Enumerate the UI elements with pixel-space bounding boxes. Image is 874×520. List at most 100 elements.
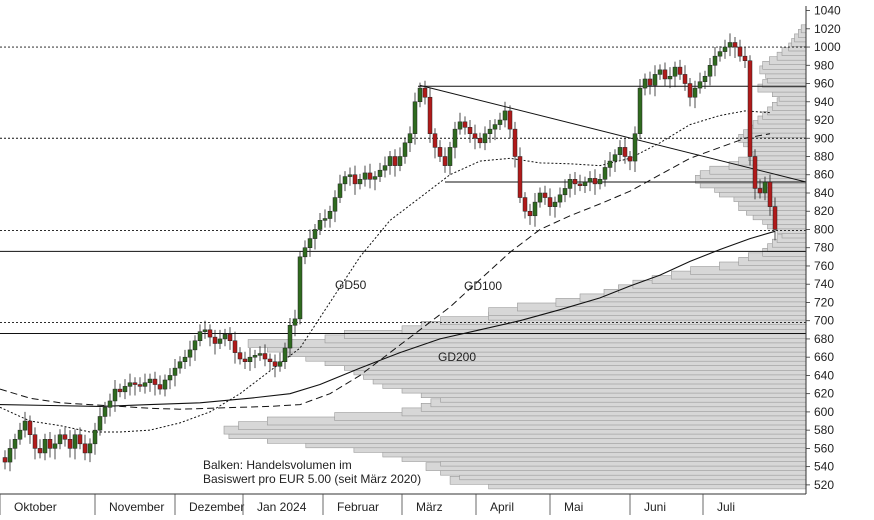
candle-down bbox=[662, 69, 668, 80]
candle-up bbox=[567, 179, 573, 189]
trend-line bbox=[419, 84, 807, 183]
candle-up bbox=[657, 69, 663, 75]
candle-up bbox=[587, 178, 593, 183]
candle-up bbox=[332, 197, 338, 212]
candle-up bbox=[42, 439, 48, 454]
candle-up bbox=[337, 183, 343, 198]
candle-up bbox=[707, 65, 713, 77]
candle-down bbox=[117, 388, 123, 393]
candle-up bbox=[202, 329, 208, 332]
candle-up bbox=[612, 154, 618, 162]
y-tick-label: 920 bbox=[814, 113, 834, 127]
x-tick-label: Juni bbox=[644, 500, 666, 514]
y-tick-label: 600 bbox=[814, 405, 834, 419]
candle-up bbox=[457, 121, 463, 130]
candle-up bbox=[327, 210, 333, 219]
candle-up bbox=[362, 172, 368, 180]
candle-up bbox=[277, 361, 283, 367]
y-tick-label: 1000 bbox=[814, 40, 841, 54]
gd200-line bbox=[0, 230, 776, 407]
candle-up bbox=[302, 247, 308, 258]
candle-up bbox=[532, 201, 538, 217]
candle-up bbox=[167, 375, 173, 381]
candle-up bbox=[17, 429, 23, 440]
candle-up bbox=[317, 220, 323, 230]
candle-up bbox=[307, 238, 313, 248]
y-tick-label: 760 bbox=[814, 259, 834, 273]
candle-up bbox=[172, 367, 178, 376]
annotation-volume-line-2: Basiswert pro EUR 5.00 (seit März 2020) bbox=[203, 472, 421, 486]
candle-up bbox=[667, 75, 673, 80]
annotation-volume-line-1: Balken: Handelsvolumen im bbox=[203, 458, 352, 472]
y-tick-label: 860 bbox=[814, 168, 834, 182]
candle-up bbox=[502, 110, 508, 121]
candle-up bbox=[497, 119, 503, 125]
candle-up bbox=[722, 46, 728, 52]
candle-down bbox=[152, 378, 158, 385]
candle-down bbox=[627, 156, 633, 162]
candle-down bbox=[772, 206, 778, 230]
candle-down bbox=[477, 138, 483, 144]
candle-down bbox=[132, 382, 138, 385]
y-tick-label: 820 bbox=[814, 204, 834, 218]
candle-up bbox=[282, 347, 288, 362]
candle-down bbox=[647, 78, 653, 86]
candle-down bbox=[232, 340, 238, 353]
y-tick-label: 960 bbox=[814, 77, 834, 91]
candle-up bbox=[377, 169, 383, 177]
candle-down bbox=[542, 192, 548, 198]
candle-down bbox=[517, 156, 523, 198]
candle-down bbox=[227, 334, 233, 342]
candle-down bbox=[262, 353, 268, 360]
moving-averages bbox=[0, 110, 776, 433]
candle-down bbox=[77, 434, 83, 445]
candle-down bbox=[437, 147, 443, 157]
candle-up bbox=[372, 176, 378, 180]
candle-down bbox=[157, 384, 163, 390]
candle-up bbox=[717, 51, 723, 57]
candle-down bbox=[462, 121, 468, 128]
candle-up bbox=[727, 42, 733, 48]
candle-down bbox=[422, 87, 428, 98]
candle-down bbox=[747, 60, 753, 157]
candle-up bbox=[597, 179, 603, 185]
candle-down bbox=[2, 457, 8, 463]
x-tick-label: Dezember bbox=[189, 500, 244, 514]
candle-up bbox=[247, 356, 253, 362]
candle-up bbox=[487, 128, 493, 134]
candle-down bbox=[677, 66, 683, 75]
candle-up bbox=[347, 174, 353, 177]
x-tick-label: November bbox=[109, 500, 164, 514]
candle-up bbox=[112, 388, 118, 402]
y-tick-label: 540 bbox=[814, 460, 834, 474]
price-candles bbox=[2, 33, 778, 472]
series-label-gd50: GD50 bbox=[335, 278, 367, 292]
candle-down bbox=[442, 156, 448, 166]
candle-up bbox=[357, 179, 363, 185]
candle-down bbox=[62, 434, 68, 440]
candle-up bbox=[197, 331, 203, 342]
y-tick-label: 680 bbox=[814, 332, 834, 346]
y-tick-label: 520 bbox=[814, 478, 834, 492]
y-tick-label: 620 bbox=[814, 387, 834, 401]
candle-down bbox=[207, 329, 213, 338]
series-labels: GD50 GD100 GD200 bbox=[335, 278, 502, 364]
candle-up bbox=[127, 382, 133, 387]
candle-up bbox=[617, 147, 623, 155]
candle-down bbox=[352, 174, 358, 185]
y-tick-label: 740 bbox=[814, 277, 834, 291]
candle-up bbox=[257, 353, 263, 356]
y-tick-label: 940 bbox=[814, 95, 834, 109]
candle-up bbox=[712, 55, 718, 66]
series-label-gd200: GD200 bbox=[438, 350, 476, 364]
candle-up bbox=[637, 87, 643, 134]
candle-up bbox=[187, 349, 193, 358]
candle-down bbox=[467, 127, 473, 134]
candle-up bbox=[22, 420, 28, 431]
candle-down bbox=[67, 439, 73, 449]
y-tick-label: 720 bbox=[814, 295, 834, 309]
gd100-line bbox=[0, 133, 771, 410]
candle-down bbox=[267, 358, 273, 362]
candle-down bbox=[682, 74, 688, 84]
candle-up bbox=[222, 334, 228, 340]
